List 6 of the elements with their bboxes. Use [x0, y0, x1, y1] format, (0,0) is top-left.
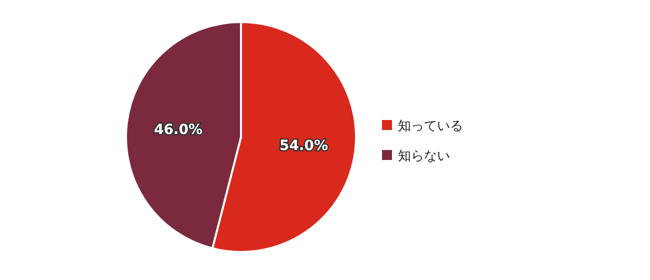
legend-label: 知らない	[398, 149, 450, 164]
legend-label: 知っている	[398, 119, 463, 134]
data-label: 54.0%	[279, 138, 328, 154]
legend-item: 知っている	[382, 119, 463, 134]
legend-item: 知らない	[382, 149, 450, 164]
data-label: 46.0%	[154, 122, 203, 138]
